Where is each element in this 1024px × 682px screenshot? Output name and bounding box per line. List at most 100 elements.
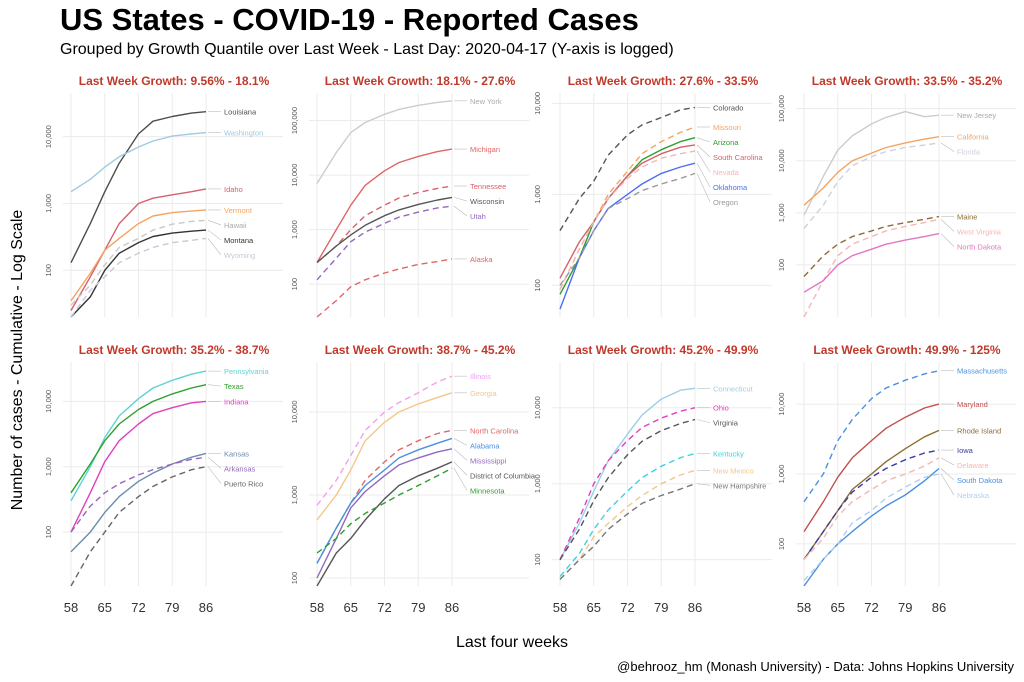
x-tick-label: 79 [411,600,425,615]
series-line [803,142,940,229]
series-label: West Virginia [957,228,1002,237]
y-tick-label: 1,000 [290,220,299,239]
series-line [803,232,940,293]
y-tick-label: 100 [777,538,786,551]
y-tick-label: 100 [533,553,542,566]
panel-title: Last Week Growth: 9.56% - 18.1% [79,74,270,88]
series-label: New Jersey [957,111,996,120]
x-tick-label: 79 [165,600,179,615]
y-tick-label: 1,000 [44,457,53,476]
x-tick-label: 65 [98,600,112,615]
x-tick-label: 58 [310,600,324,615]
label-leader [940,219,955,232]
panel-5: Last Week Growth: 35.2% - 38.7% 100 1,000 1… [44,343,283,615]
series-line [559,144,696,279]
y-tick-label: 1,000 [44,194,53,213]
series-line [316,100,453,184]
series-line [316,258,453,318]
series-label: Maryland [957,400,988,409]
series-line [70,384,207,494]
series-label: Puerto Rico [224,479,263,488]
series-line [70,452,207,553]
series-label: Missouri [713,123,741,132]
caption: @behrooz_hm (Monash University) - Data: … [617,659,1014,674]
series-label: Michigan [470,145,500,154]
x-tick-label: 65 [831,600,845,615]
y-tick-label: 100 [533,279,542,292]
series-label: Illinois [470,372,491,381]
series-line [70,111,207,264]
series-label: Tennessee [470,182,506,191]
series-line [803,449,940,560]
y-tick-label: 1,000 [533,474,542,493]
series-label: South Dakota [957,476,1003,485]
series-line [316,467,453,554]
label-leader [696,419,711,424]
x-axis-label: Last four weeks [455,634,569,651]
x-tick-label: 65 [344,600,358,615]
label-leader [207,229,222,241]
y-tick-label: 100,000 [777,95,786,122]
series-label: Florida [957,148,981,157]
x-tick-label: 86 [688,600,702,615]
label-leader [207,384,222,387]
x-tick-label: 79 [898,600,912,615]
series-line [316,392,453,521]
series-line [559,418,696,561]
series-label: Connecticut [713,384,754,393]
label-leader [453,438,468,446]
panel-title: Last Week Growth: 35.2% - 38.7% [79,343,270,357]
series-label: Maine [957,213,977,222]
series-line [70,229,207,318]
series-label: South Carolina [713,153,763,162]
series-label: Pennsylvania [224,367,269,376]
panel-1: Last Week Growth: 9.56% - 18.1% 100 1,000 1… [44,74,283,318]
series-line [70,400,207,533]
series-line [559,407,696,560]
y-tick-label: 10,000 [533,396,542,419]
series-line [316,448,453,579]
label-leader [207,238,222,256]
panel-2: Last Week Growth: 18.1% - 27.6% 100 1,000 1… [290,74,529,318]
series-label: District of Columbia [470,471,536,480]
x-tick-label: 86 [199,600,213,615]
label-leader [207,466,222,484]
y-tick-label: 10,000 [777,393,786,416]
series-label: Kentucky [713,449,744,458]
series-line [70,456,207,533]
series-line [559,172,696,286]
label-leader [940,142,955,152]
series-line [70,466,207,587]
series-label: Rhode Island [957,426,1001,435]
series-label: Idaho [224,185,243,194]
y-tick-label: 100 [290,572,299,585]
series-label: Arizona [713,138,739,147]
y-tick-label: 10,000 [290,400,299,423]
series-label: Delaware [957,461,989,470]
panel-6: Last Week Growth: 38.7% - 45.2% 100 1,000 1… [290,343,536,615]
series-label: New Mexico [713,466,754,475]
series-line [316,437,453,564]
y-tick-label: 100 [44,526,53,539]
series-line [316,429,453,564]
label-leader [696,483,711,486]
label-leader [696,173,711,203]
series-line [559,469,696,580]
panel-3: Last Week Growth: 27.6% - 33.5% 100 1,000 1… [533,74,772,317]
series-line [559,483,696,580]
series-label: Washington [224,129,263,138]
series-label: Utah [470,212,486,221]
series-label: Georgia [470,389,498,398]
label-leader [453,197,468,202]
series-label: Wyoming [224,251,255,260]
series-label: New Hampshire [713,481,766,490]
panel-title: Last Week Growth: 27.6% - 33.5% [568,74,759,88]
label-leader [940,473,955,496]
x-tick-label: 58 [797,600,811,615]
series-label: Indiana [224,397,249,406]
y-tick-label: 1,000 [290,486,299,505]
x-tick-label: 72 [377,600,391,615]
series-label: Texas [224,382,244,391]
series-label: Ohio [713,404,729,413]
